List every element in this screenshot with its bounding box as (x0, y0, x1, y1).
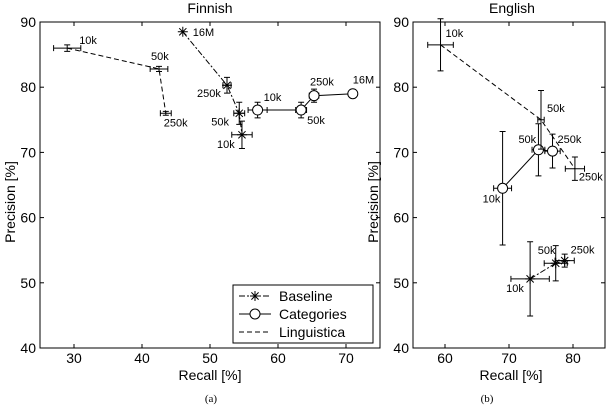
x-axis-label: Recall [%] (178, 367, 241, 383)
series-line-linguistica (67, 47, 167, 114)
point-label: 250k (579, 172, 603, 184)
data-point-baseline (177, 26, 188, 37)
panel-finnish: Finnish Recall [%] Precision [%] (a) 30 4… (2, 0, 381, 405)
y-error-bar (64, 44, 71, 52)
series-categories: 10k 50k 250k 16M (247, 75, 374, 127)
x-tick-label: 70 (501, 350, 517, 366)
y-tick-label: 90 (393, 14, 409, 30)
point-label: 10k (217, 139, 235, 151)
point-label: 50k (307, 115, 325, 127)
point-label: 16M (353, 75, 374, 87)
plot-area: 30 40 50 60 70 40 50 60 70 80 90 16M 250k 50k 10k 10k 50… (20, 14, 381, 366)
x-tick-label: 40 (134, 350, 150, 366)
data-point-baseline (550, 258, 561, 269)
series-baseline: 16M 250k 50k 10k (177, 26, 253, 151)
y-error-bar (156, 65, 162, 73)
point-label: 50k (518, 134, 536, 146)
data-point-baseline (234, 108, 245, 119)
y-axis-label: Precision [%] (2, 161, 18, 243)
data-point-baseline (559, 255, 570, 266)
point-label: 50k (151, 51, 169, 63)
x-tick-label: 60 (437, 350, 453, 366)
y-axis-label: Precision [%] (365, 161, 381, 243)
chart-title: Finnish (187, 0, 232, 16)
y-error-bar (571, 156, 578, 181)
y-tick-label: 50 (393, 275, 409, 291)
point-label: 16M (193, 27, 214, 39)
y-tick-label: 70 (393, 144, 409, 160)
point-label: 10k (446, 28, 464, 40)
series-baseline: 10k 50k 250k (506, 241, 595, 317)
data-point-baseline (525, 273, 536, 284)
series-line-categories (502, 149, 553, 189)
point-label: 10k (264, 92, 282, 104)
x-tick-label: 70 (338, 350, 354, 366)
data-point-categories (347, 88, 359, 100)
point-label: 50k (211, 116, 229, 128)
y-tick-label: 60 (20, 210, 36, 226)
data-point-baseline (222, 80, 232, 91)
y-tick-label: 70 (20, 144, 36, 160)
legend-swatch-marker (250, 291, 260, 301)
series-line-categories (257, 93, 353, 111)
chart-title: English (489, 0, 535, 16)
legend-swatch-marker (249, 308, 261, 320)
point-label: 10k (506, 283, 524, 295)
y-error-bar (437, 18, 444, 72)
y-tick-label: 40 (20, 340, 36, 356)
x-tick-label: 80 (565, 350, 581, 366)
y-tick-label: 60 (393, 210, 409, 226)
legend-label: Linguistica (279, 324, 345, 340)
point-label: 250k (571, 245, 595, 257)
data-point-categories (532, 144, 544, 156)
point-label: 10k (79, 35, 97, 47)
data-point-categories (252, 104, 264, 116)
series-linguistica: 10k 50k 250k (427, 18, 603, 184)
point-label: 10k (483, 193, 501, 205)
legend: Baseline Categories Linguistica (232, 284, 374, 344)
data-point-categories (295, 104, 307, 116)
data-point-baseline (236, 129, 247, 140)
y-tick-label: 90 (20, 14, 36, 30)
y-error-bar (538, 89, 544, 150)
y-error-bar (162, 110, 169, 116)
point-label: 250k (197, 88, 221, 100)
series-linguistica: 10k 50k 250k (53, 35, 188, 129)
data-point-categories (497, 182, 509, 194)
point-label: 250k (164, 117, 188, 129)
series-line-linguistica (440, 44, 576, 169)
y-tick-label: 80 (393, 79, 409, 95)
y-tick-label: 80 (20, 79, 36, 95)
legend-label: Categories (279, 306, 347, 322)
point-label: 250k (310, 77, 334, 89)
x-tick-label: 30 (66, 350, 82, 366)
series-categories: 10k 50k 250k (483, 123, 582, 246)
series-line-baseline (529, 260, 565, 280)
x-axis-label: Recall [%] (479, 367, 542, 383)
panel-caption: (b) (481, 393, 494, 405)
x-tick-label: 60 (270, 350, 286, 366)
panel-caption: (a) (205, 393, 218, 405)
point-label: 250k (558, 134, 582, 146)
x-tick-label: 50 (202, 350, 218, 366)
data-point-categories (308, 90, 320, 102)
legend-label: Baseline (279, 288, 333, 304)
y-tick-label: 50 (20, 275, 36, 291)
panel-english: English Recall [%] Precision [%] (b) 60 7… (365, 0, 606, 405)
point-label: 50k (547, 103, 565, 115)
y-tick-label: 40 (393, 340, 409, 356)
point-label: 50k (538, 245, 556, 257)
data-point-categories (547, 145, 559, 157)
